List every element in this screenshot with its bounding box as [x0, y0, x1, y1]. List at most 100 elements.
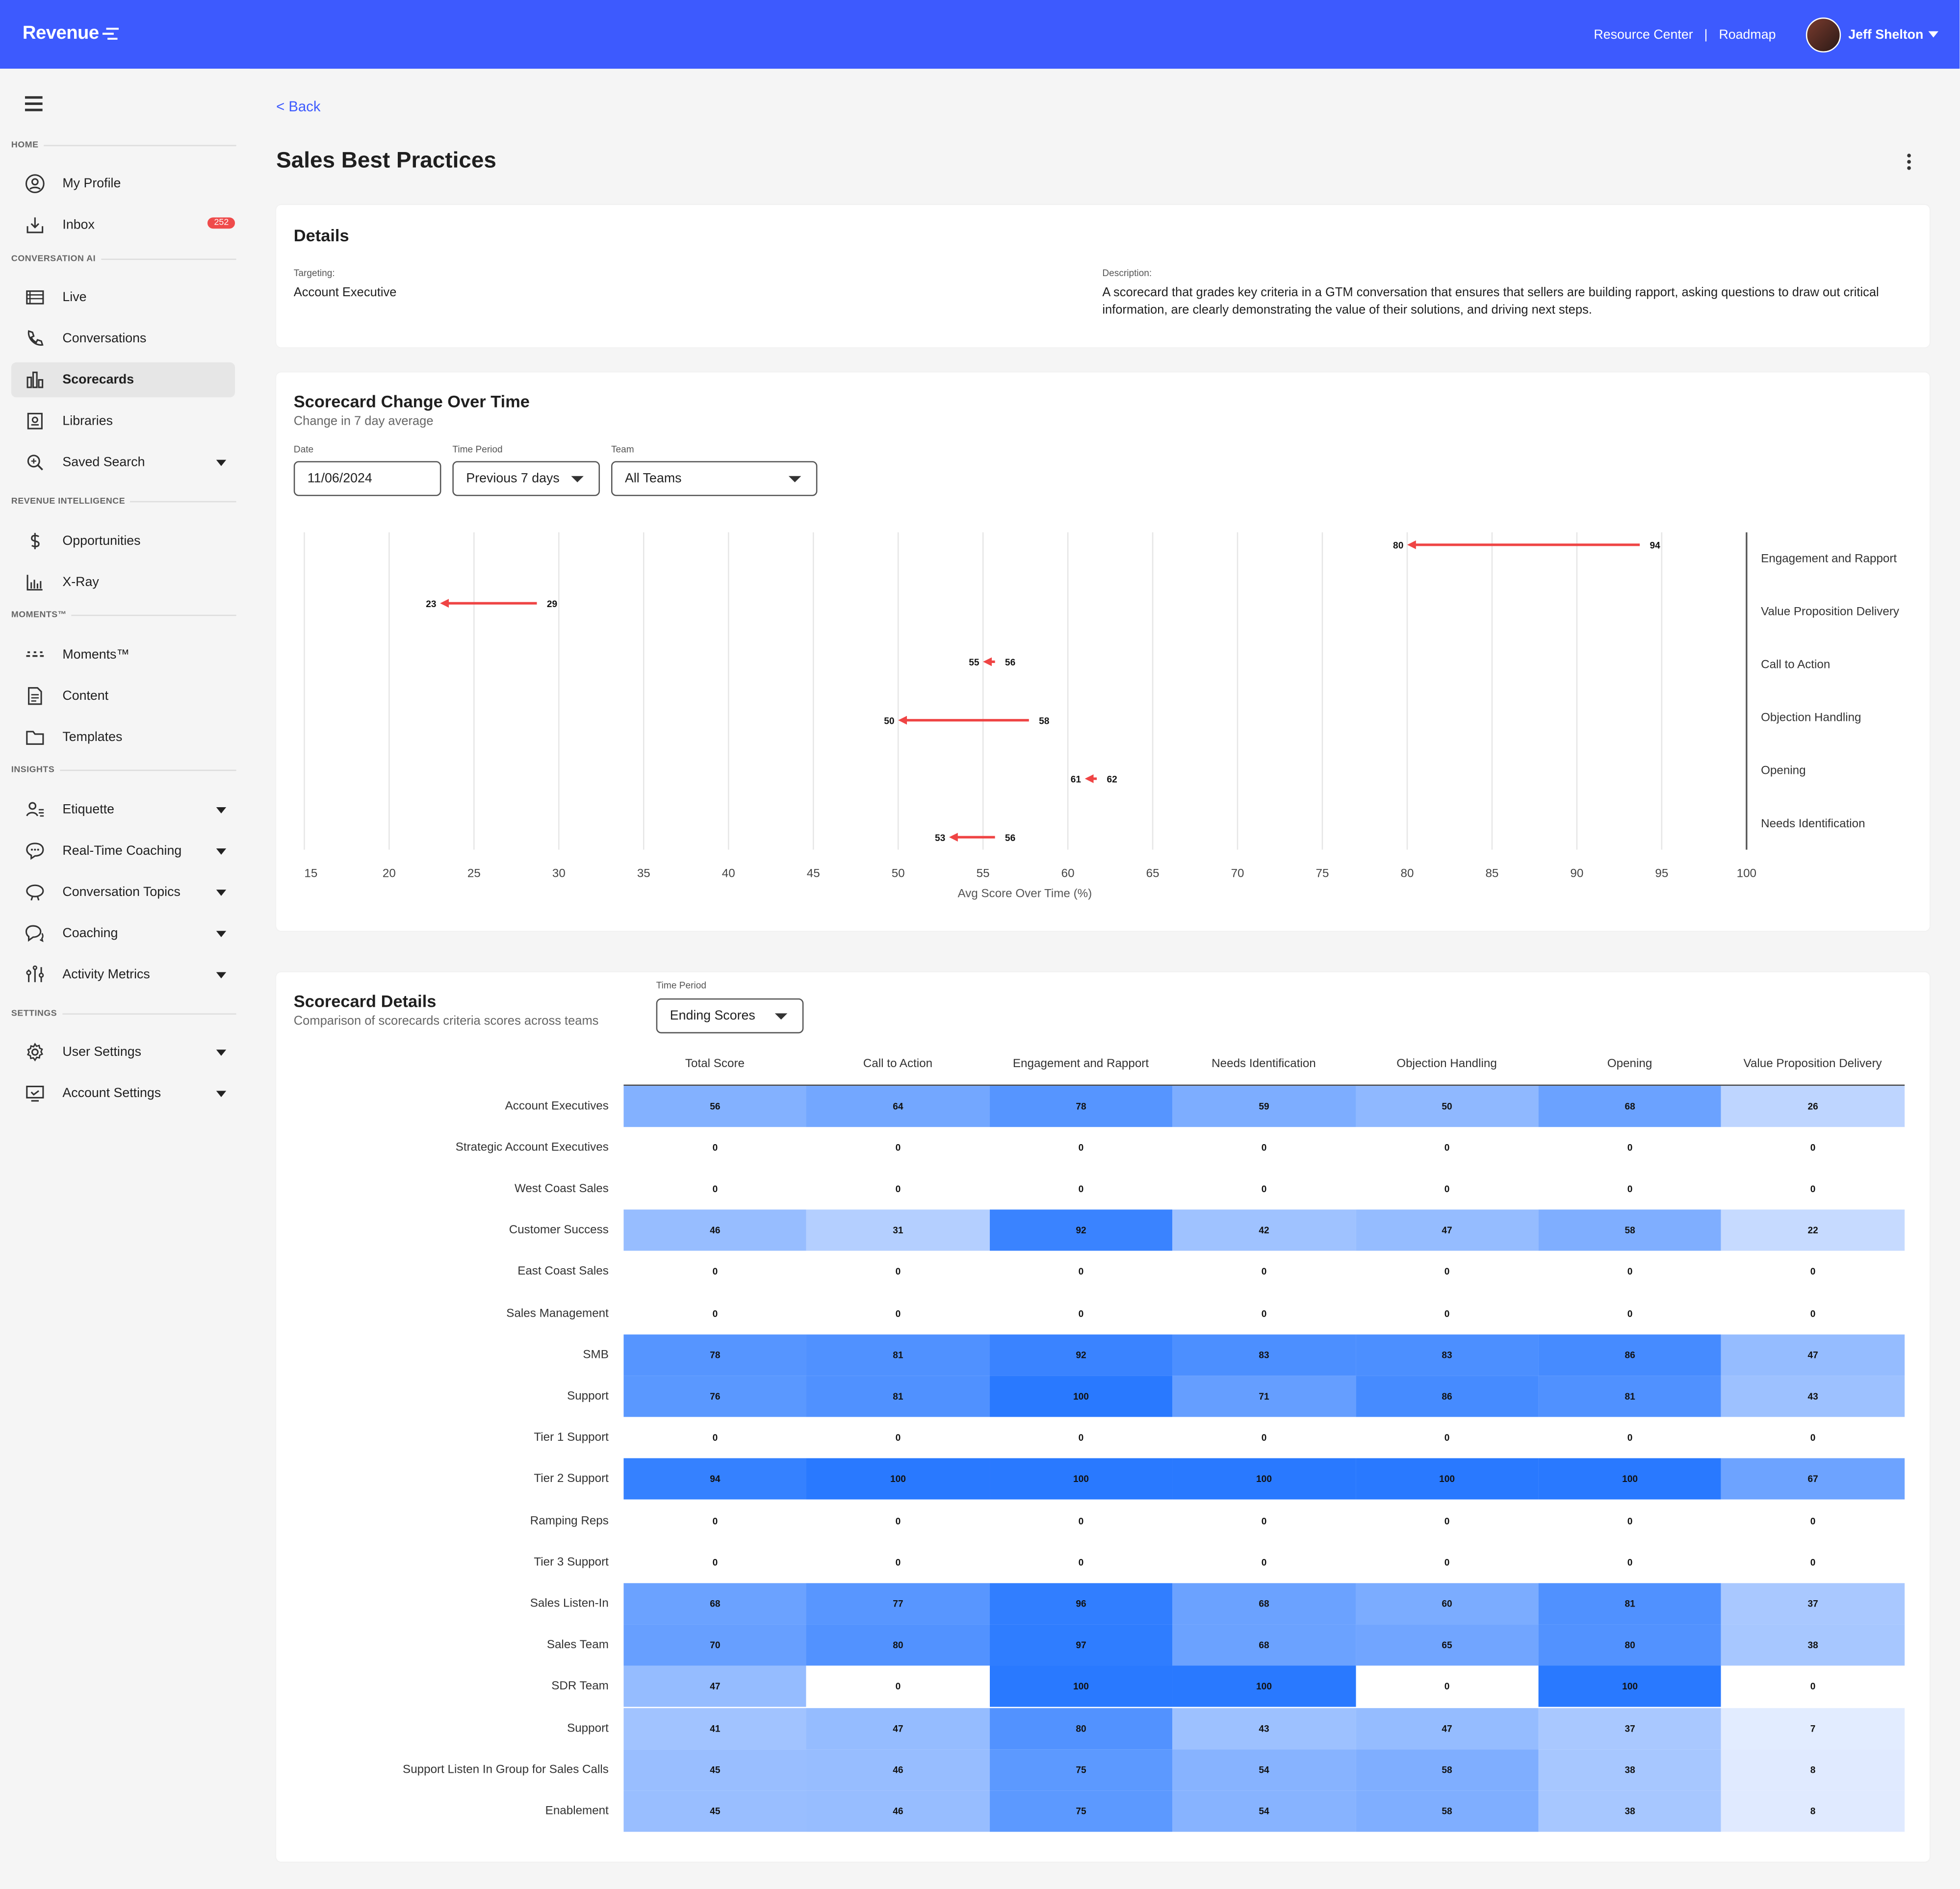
- x-tick-label: 90: [1570, 867, 1583, 880]
- divider: [130, 501, 236, 503]
- heatmap-cell: 0: [1172, 1292, 1356, 1334]
- sidebar-item-scorecards[interactable]: Scorecards: [11, 362, 235, 398]
- inbox-count-badge: 252: [207, 217, 235, 229]
- heatmap-column-header[interactable]: Opening: [1607, 1057, 1652, 1071]
- chevron-down-icon: [571, 476, 584, 483]
- heatmap-cell: 7: [1721, 1707, 1905, 1749]
- heatmap-column-header[interactable]: Value Proposition Delivery: [1743, 1057, 1882, 1071]
- heatmap-cell: 47: [1355, 1707, 1539, 1749]
- heatmap-row-label: East Coast Sales: [517, 1265, 609, 1279]
- sidebar-item-saved-search[interactable]: Saved Search: [11, 445, 235, 480]
- chevron-down-icon[interactable]: [216, 1091, 227, 1098]
- etiquette-icon: [26, 802, 44, 817]
- sidebar-item-content[interactable]: Content: [11, 679, 235, 714]
- sidebar-item-opportunities[interactable]: Opportunities: [11, 524, 235, 559]
- divider: [43, 145, 236, 147]
- sidebar-item-templates[interactable]: Templates: [11, 720, 235, 755]
- sidebar-item-label: Saved Search: [62, 455, 145, 470]
- heatmap-cell: 70: [623, 1624, 807, 1666]
- menu-icon[interactable]: [25, 96, 43, 115]
- sidebar-item-activity-metrics[interactable]: Activity Metrics: [11, 957, 235, 992]
- sliders-icon: [26, 965, 44, 982]
- heatmap-column-header[interactable]: Engagement and Rapport: [1012, 1057, 1149, 1071]
- heatmap-cell: 0: [1172, 1500, 1356, 1542]
- end-value-label: 53: [935, 833, 945, 843]
- sidebar-item-real-time-coaching[interactable]: Real-Time Coaching: [11, 834, 235, 868]
- heatmap-cell: 46: [623, 1209, 807, 1251]
- chevron-down-icon[interactable]: [216, 848, 227, 855]
- heatmap-cell: 0: [1538, 1126, 1722, 1169]
- sidebar-item-libraries[interactable]: Libraries: [11, 404, 235, 438]
- heatmap-time-period-select[interactable]: Ending Scores: [656, 998, 804, 1034]
- heatmap-row-label: Support Listen In Group for Sales Calls: [403, 1762, 609, 1777]
- heatmap-column-header[interactable]: Total Score: [685, 1057, 745, 1071]
- end-value-label: 55: [969, 658, 980, 668]
- x-tick-label: 50: [892, 867, 905, 880]
- sidebar-item-live[interactable]: Live: [11, 280, 235, 315]
- heatmap-cell: 68: [623, 1583, 807, 1625]
- heatmap-cell: 0: [1721, 1666, 1905, 1708]
- change-arrow-head: [1084, 774, 1094, 783]
- app-logo[interactable]: Revenue: [23, 23, 119, 44]
- sidebar-item-label: Templates: [62, 730, 123, 745]
- date-label: Date: [293, 443, 314, 455]
- chevron-down-icon[interactable]: [216, 1049, 227, 1056]
- heatmap-cell: 81: [1538, 1376, 1722, 1417]
- chevron-down-icon[interactable]: [216, 459, 227, 466]
- x-tick-label: 40: [722, 867, 735, 880]
- heatmap-cell: 92: [989, 1209, 1173, 1251]
- heatmap-row-label: Account Executives: [505, 1098, 609, 1113]
- heatmap-cell: 0: [806, 1417, 990, 1459]
- chevron-down-icon[interactable]: [216, 972, 227, 979]
- heatmap-cell: 31: [806, 1209, 990, 1251]
- sidebar-item-x-ray[interactable]: X-Ray: [11, 565, 235, 600]
- sidebar-item-moments[interactable]: Moments™: [11, 637, 235, 672]
- end-value-label: 50: [884, 716, 894, 726]
- resource-center-link[interactable]: Resource Center: [1594, 26, 1693, 42]
- sidebar-item-user-settings[interactable]: User Settings: [11, 1035, 235, 1070]
- sidebar-item-etiquette[interactable]: Etiquette: [11, 792, 235, 827]
- heatmap-cell: 0: [1172, 1251, 1356, 1293]
- chevron-down-icon[interactable]: [1928, 31, 1938, 38]
- heatmap-cell: 0: [989, 1417, 1173, 1459]
- live-icon: [26, 290, 44, 305]
- x-tick-label: 65: [1146, 867, 1160, 880]
- date-input[interactable]: 11/06/2024: [293, 461, 441, 496]
- avatar[interactable]: [1805, 17, 1841, 52]
- back-link[interactable]: < Back: [276, 100, 321, 115]
- change-over-time-card: Scorecard Change Over Time Change in 7 d…: [276, 372, 1930, 931]
- heatmap-column-header[interactable]: Needs Identification: [1212, 1057, 1316, 1071]
- heatmap-cell: 100: [1172, 1666, 1356, 1708]
- page-title: Sales Best Practices: [276, 147, 496, 173]
- heatmap-cell: 0: [1721, 1251, 1905, 1293]
- heatmap-row-label: Support: [567, 1389, 609, 1404]
- sidebar-item-conversations[interactable]: Conversations: [11, 321, 235, 356]
- heatmap-cell: 80: [806, 1624, 990, 1666]
- heatmap-cell: 0: [806, 1500, 990, 1542]
- heatmap-cell: 78: [623, 1334, 807, 1376]
- heatmap-row-label: Tier 2 Support: [534, 1472, 609, 1486]
- roadmap-link[interactable]: Roadmap: [1719, 26, 1776, 42]
- heatmap-cell: 45: [623, 1790, 807, 1832]
- sidebar-item-my-profile[interactable]: My Profile: [11, 166, 235, 201]
- chevron-down-icon[interactable]: [216, 807, 227, 814]
- sidebar-item-label: Live: [62, 290, 87, 305]
- sidebar-item-coaching[interactable]: Coaching: [11, 916, 235, 951]
- heatmap-column-header[interactable]: Objection Handling: [1396, 1057, 1497, 1071]
- sidebar-item-conversation-topics[interactable]: Conversation Topics: [11, 875, 235, 910]
- heatmap-cell: 54: [1172, 1749, 1356, 1790]
- sidebar-item-inbox[interactable]: Inbox 252: [11, 207, 235, 242]
- heatmap-cell: 26: [1721, 1085, 1905, 1127]
- heatmap-cell: 0: [1172, 1126, 1356, 1169]
- heatmap-column-header[interactable]: Call to Action: [863, 1057, 933, 1071]
- heatmap-row-label: SMB: [583, 1348, 609, 1362]
- sidebar-item-account-settings[interactable]: Account Settings: [11, 1076, 235, 1111]
- team-select[interactable]: All Teams: [611, 461, 818, 496]
- more-options-icon[interactable]: [1907, 153, 1912, 172]
- chevron-down-icon[interactable]: [216, 890, 227, 896]
- time-period-select[interactable]: Previous 7 days: [452, 461, 600, 496]
- user-name[interactable]: Jeff Shelton: [1848, 26, 1924, 42]
- heatmap-cell: 100: [1538, 1666, 1722, 1708]
- chevron-down-icon[interactable]: [216, 931, 227, 938]
- sidebar-item-label: Scorecards: [62, 372, 134, 387]
